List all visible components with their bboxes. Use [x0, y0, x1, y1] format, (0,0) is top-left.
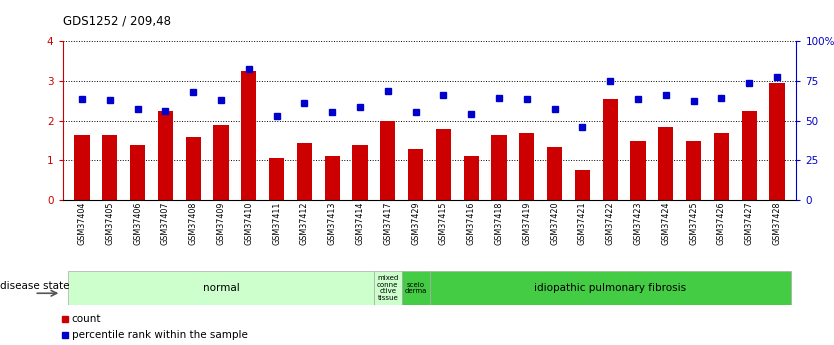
Bar — [185, 137, 201, 200]
Bar — [631, 141, 646, 200]
Bar — [352, 145, 368, 200]
Bar — [102, 135, 118, 200]
Bar — [464, 156, 479, 200]
Bar — [408, 148, 423, 200]
Text: normal: normal — [203, 283, 239, 293]
Bar — [158, 111, 173, 200]
Bar — [491, 135, 507, 200]
Bar — [380, 121, 395, 200]
Text: mixed
conne
ctive
tissue: mixed conne ctive tissue — [377, 275, 399, 301]
Bar — [435, 129, 451, 200]
Bar — [214, 125, 229, 200]
Text: percentile rank within the sample: percentile rank within the sample — [72, 330, 248, 340]
Bar — [658, 127, 674, 200]
Bar — [74, 135, 90, 200]
Bar — [602, 99, 618, 200]
Bar — [130, 145, 145, 200]
Text: GDS1252 / 209,48: GDS1252 / 209,48 — [63, 14, 170, 28]
Text: disease state: disease state — [0, 282, 69, 291]
Bar — [575, 170, 590, 200]
Bar — [769, 83, 785, 200]
Bar — [297, 142, 312, 200]
Text: idiopathic pulmonary fibrosis: idiopathic pulmonary fibrosis — [534, 283, 686, 293]
Bar — [324, 156, 340, 200]
Bar — [269, 158, 284, 200]
Bar — [430, 271, 791, 305]
Bar — [714, 132, 729, 200]
Bar — [241, 71, 256, 200]
Bar — [374, 271, 402, 305]
Bar — [68, 271, 374, 305]
Bar — [402, 271, 430, 305]
Text: count: count — [72, 314, 101, 324]
Bar — [741, 111, 757, 200]
Bar — [547, 147, 562, 200]
Bar — [686, 141, 701, 200]
Text: scelo
derma: scelo derma — [404, 282, 427, 294]
Bar — [519, 132, 535, 200]
